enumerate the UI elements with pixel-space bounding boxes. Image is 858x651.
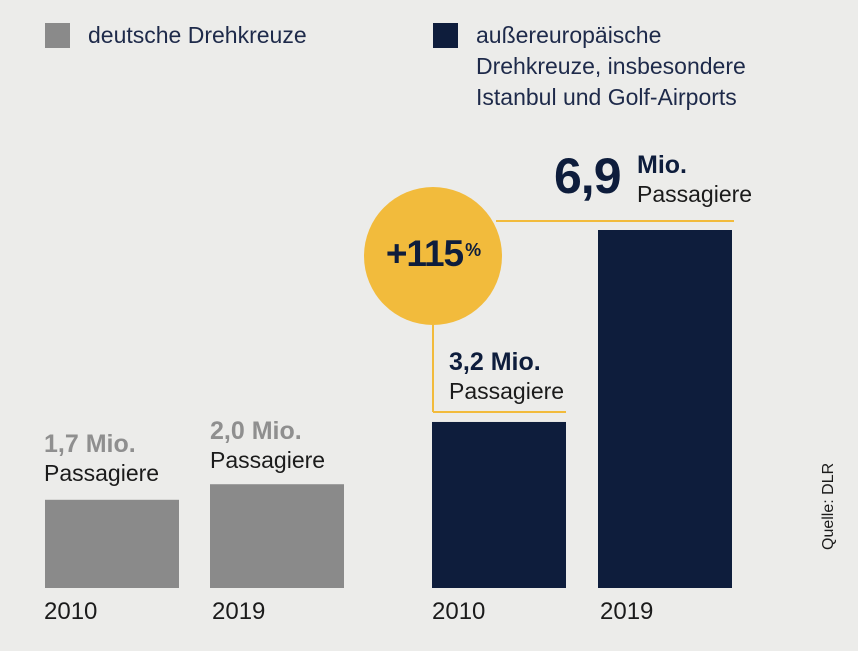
bar-german-2019 (210, 484, 344, 588)
bar-german-2010 (45, 499, 179, 588)
source-note: Quelle: DLR (820, 462, 837, 550)
bar-noneu-2019 (598, 230, 732, 588)
x-tick-noneu-2019: 2019 (600, 598, 654, 625)
legend-line: Istanbul und Golf-Airports (476, 84, 737, 110)
growth-badge-text: +115% (364, 230, 502, 278)
value-label-noneu-2010-unit: Passagiere (449, 378, 565, 404)
growth-value: +115 (385, 233, 464, 274)
x-tick-german-2019: 2019 (212, 598, 266, 625)
value-label-noneu-2019-unit: Passagiere (637, 181, 753, 207)
legend-line: deutsche Drehkreuze (88, 22, 307, 48)
x-tick-noneu-2010: 2010 (432, 598, 486, 625)
value-label-german-2019-number: 2,0 Mio. (210, 417, 302, 445)
legend-label-german-hubs: deutsche Drehkreuze (88, 20, 307, 51)
legend-swatch-german-hubs (45, 23, 70, 48)
value-label-noneu-2019-mio: Mio. (637, 151, 687, 179)
x-tick-german-2010: 2010 (44, 598, 98, 625)
bar-noneu-2010 (432, 421, 566, 588)
value-label-german-2019-unit: Passagiere (210, 447, 326, 473)
legend-line: außereuropäische (476, 22, 662, 48)
bars (45, 230, 732, 588)
legend-line: Drehkreuze, insbesondere (476, 53, 746, 79)
value-label-noneu-2019-number: 6,9 (554, 148, 622, 204)
legend-swatch-non-european-hubs (433, 23, 458, 48)
value-label-noneu-2010-number: 3,2 Mio. (449, 348, 541, 376)
growth-badge-circle (364, 187, 502, 325)
value-label-german-2010-unit: Passagiere (44, 460, 160, 486)
growth-connector-lines (432, 220, 734, 413)
value-label-german-2010-number: 1,7 Mio. (44, 430, 136, 458)
legend-label-non-european-hubs: außereuropäische Drehkreuze, insbesonder… (476, 20, 746, 113)
growth-percent-sign: % (465, 240, 481, 260)
